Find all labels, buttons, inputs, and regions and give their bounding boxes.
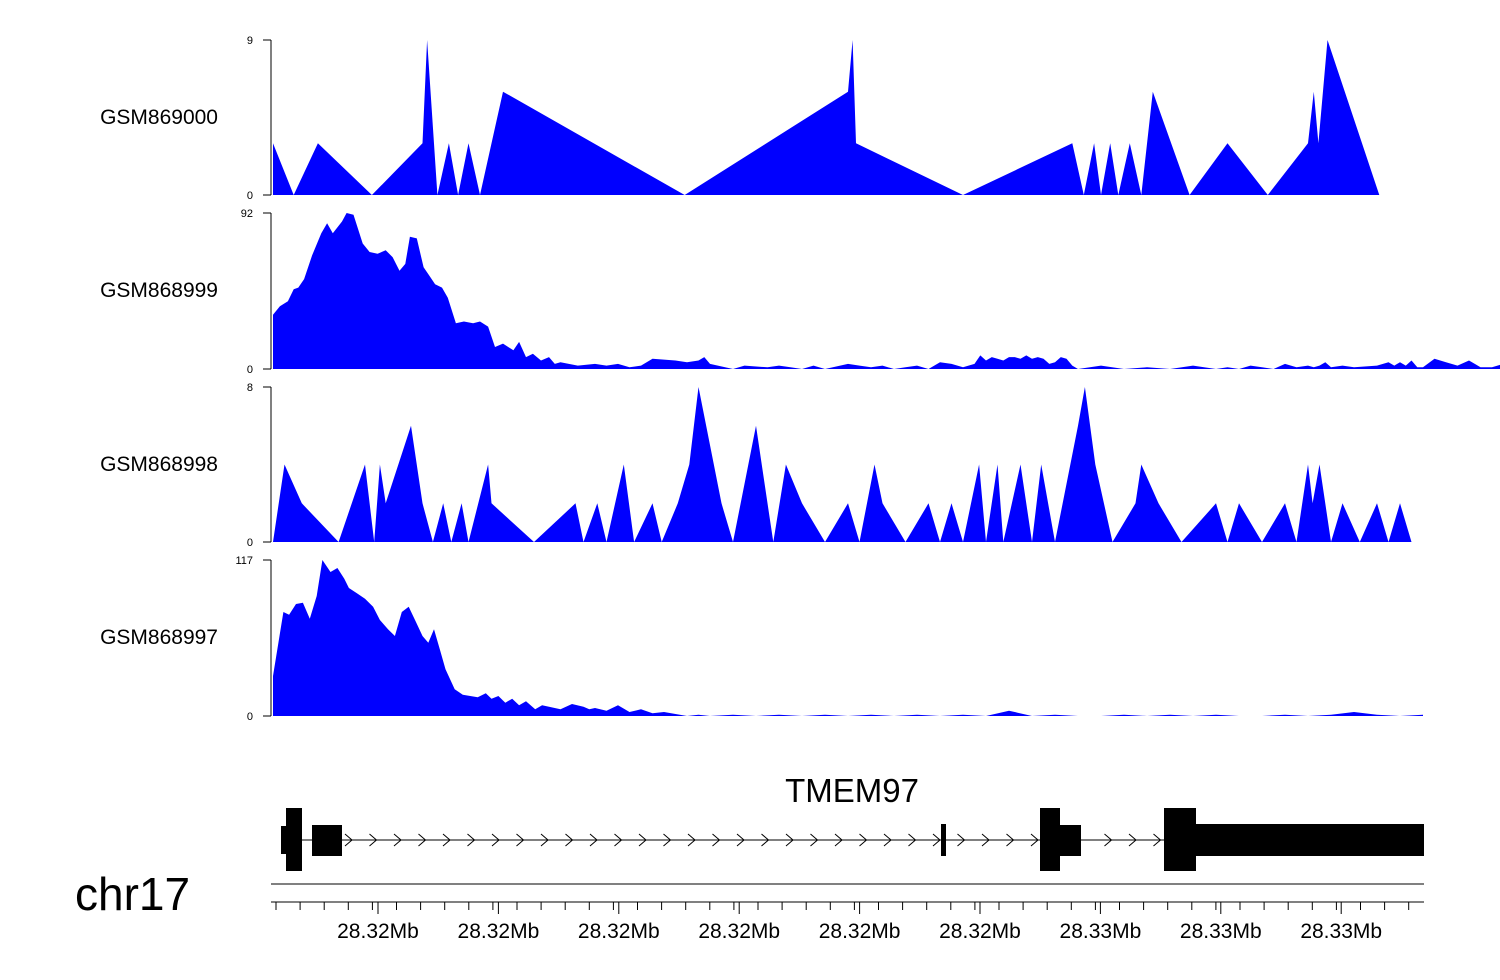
axis-tick-label: 28.33Mb <box>1180 920 1262 943</box>
strand-arrow <box>785 833 794 847</box>
strand-arrow <box>663 833 672 847</box>
coverage-track: GSM869000 9 0 <box>100 35 1380 202</box>
axis-tick-label: 28.32Mb <box>578 920 660 943</box>
coverage-area <box>273 213 1500 369</box>
genome-axis: chr17 28.32Mb 28.32Mb 28.32Mb 28.32Mb 28.32M… <box>75 868 1424 943</box>
strand-arrow <box>344 833 353 847</box>
strand-arrow <box>810 833 819 847</box>
coverage-track: GSM868997 117 0 <box>100 555 1423 723</box>
coverage-area <box>273 560 1423 716</box>
strand-arrow <box>834 833 843 847</box>
gene-label: TMEM97 <box>785 772 919 809</box>
gene-exon <box>1164 808 1196 871</box>
strand-arrow <box>981 833 990 847</box>
strand-arrow <box>859 833 868 847</box>
track-label: GSM868997 <box>100 626 218 649</box>
track-label: GSM869000 <box>100 106 218 129</box>
track-label: GSM868998 <box>100 453 218 476</box>
axis-tick-label: 28.32Mb <box>819 920 901 943</box>
axis-tick-label: 28.33Mb <box>1060 920 1142 943</box>
strand-arrow <box>736 833 745 847</box>
axis-tick-label: 28.32Mb <box>458 920 540 943</box>
track-y-tick-label: 8 <box>247 382 253 394</box>
gene-exon <box>286 808 302 871</box>
track-y-tick-label: 9 <box>247 35 253 47</box>
strand-arrow <box>614 833 623 847</box>
coverage-tracks: GSM86900090GSM868999920GSM86899880GSM868… <box>100 35 1500 723</box>
strand-arrow <box>1128 833 1137 847</box>
track-label: GSM868999 <box>100 279 218 302</box>
track-y-tick-label: 0 <box>247 190 253 202</box>
gene-exon <box>1058 825 1081 856</box>
strand-arrow <box>761 833 770 847</box>
strand-arrow <box>712 833 721 847</box>
strand-arrow <box>491 833 500 847</box>
gene-exon <box>1040 808 1060 871</box>
strand-arrow <box>932 833 941 847</box>
coverage-track: GSM868998 8 0 <box>100 382 1412 549</box>
gene-exon <box>1194 824 1424 856</box>
strand-arrow <box>369 833 378 847</box>
strand-arrow <box>957 833 966 847</box>
strand-arrow <box>393 833 402 847</box>
strand-arrow <box>908 833 917 847</box>
axis-tick-label: 28.33Mb <box>1300 920 1382 943</box>
strand-arrow <box>1104 833 1113 847</box>
strand-arrow <box>442 833 451 847</box>
strand-arrow <box>418 833 427 847</box>
coverage-area <box>273 40 1380 195</box>
strand-arrow <box>883 833 892 847</box>
strand-arrow <box>565 833 574 847</box>
track-y-tick-label: 0 <box>247 711 253 723</box>
strand-arrow <box>638 833 647 847</box>
axis-tick-label: 28.32Mb <box>337 920 419 943</box>
strand-arrow <box>467 833 476 847</box>
strand-arrow <box>1153 833 1162 847</box>
gene-exon <box>941 824 946 856</box>
track-y-tick-label: 0 <box>247 364 253 376</box>
strand-arrow <box>687 833 696 847</box>
gene-exon <box>281 826 287 854</box>
gene-exon <box>312 825 342 856</box>
track-y-tick-label: 0 <box>247 537 253 549</box>
axis-tick-label: 28.32Mb <box>698 920 780 943</box>
chromosome-label: chr17 <box>75 868 190 920</box>
gene-model-track: TMEM97 <box>281 772 1424 871</box>
coverage-area <box>273 387 1412 542</box>
track-y-tick-label: 117 <box>235 555 253 567</box>
axis-tick-label: 28.32Mb <box>939 920 1021 943</box>
strand-arrow <box>540 833 549 847</box>
track-y-tick-label: 92 <box>241 208 253 220</box>
strand-arrow <box>1006 833 1015 847</box>
coverage-track: GSM868999 92 0 <box>100 208 1500 376</box>
strand-arrow <box>589 833 598 847</box>
strand-arrow <box>516 833 525 847</box>
strand-arrow <box>1030 833 1039 847</box>
